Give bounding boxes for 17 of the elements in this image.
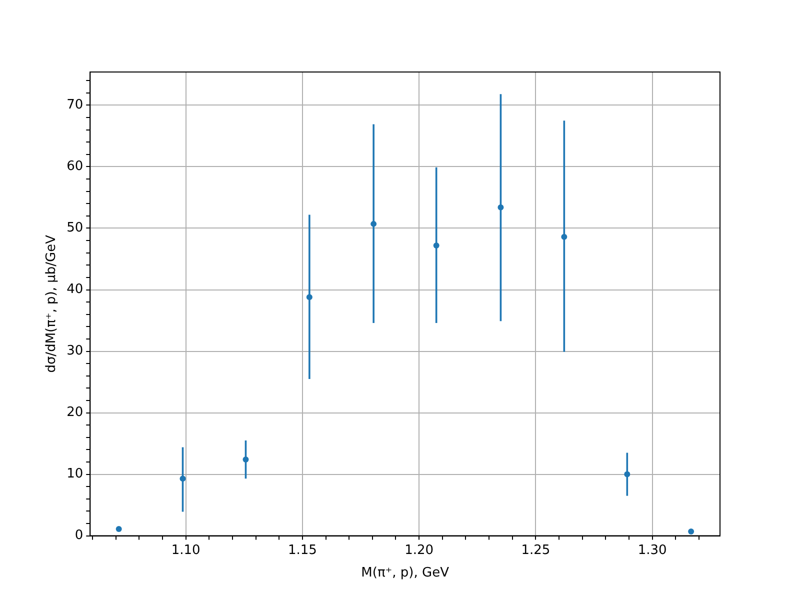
x-tick-label: 1.10 — [171, 542, 200, 558]
y-axis-title: dσ/dM(π⁺, p), μb/GeV — [44, 234, 60, 373]
x-axis-title: M(π⁺, p), GeV — [361, 566, 450, 581]
y-tick-label: 0 — [74, 528, 84, 544]
x-tick-label: 1.20 — [404, 542, 434, 558]
x-tick-label: 1.25 — [521, 542, 550, 558]
y-tick-label: 10 — [66, 466, 84, 482]
point — [688, 528, 694, 534]
y-tick-label: 20 — [66, 405, 84, 420]
y-tick-label: 30 — [66, 344, 84, 359]
point — [116, 526, 122, 532]
y-tick-label: 40 — [66, 282, 84, 298]
y-tick-label: 50 — [66, 220, 84, 236]
x-tick-label: 1.30 — [638, 542, 667, 558]
y-tick-label: 60 — [66, 159, 84, 174]
x-tick-label: 1.15 — [288, 542, 317, 558]
y-tick-label: 70 — [66, 98, 84, 113]
